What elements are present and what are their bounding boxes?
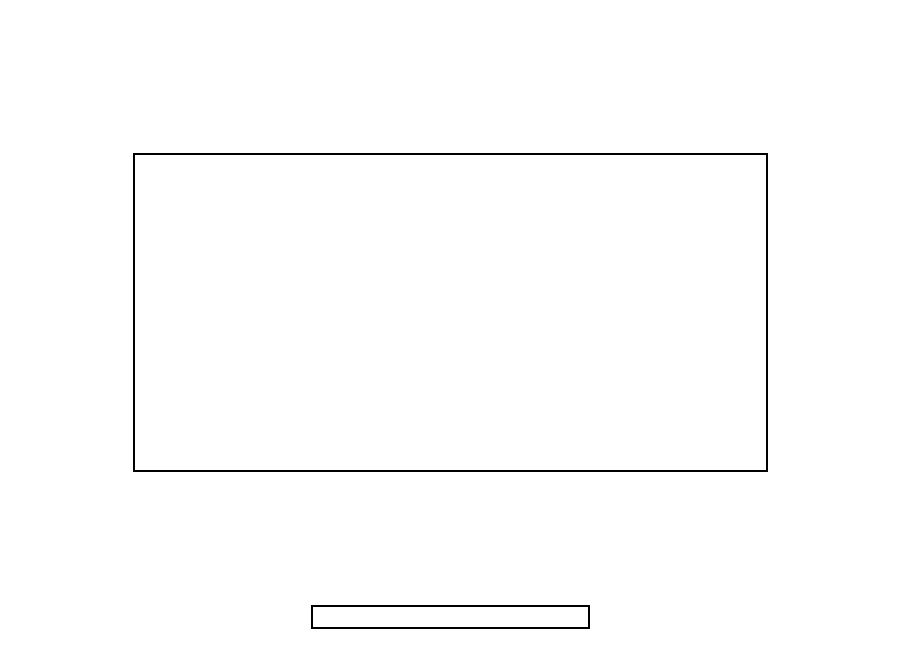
y-axis-label — [66, 202, 88, 422]
colorbar — [311, 605, 590, 629]
colorbar-canvas — [313, 607, 588, 627]
contour-plot-canvas — [135, 155, 766, 470]
plot-area — [133, 153, 768, 472]
